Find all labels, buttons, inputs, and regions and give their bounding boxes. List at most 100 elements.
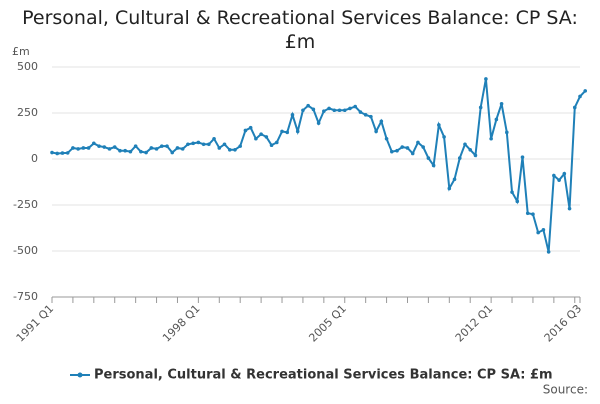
data-point xyxy=(562,171,567,176)
data-point xyxy=(416,140,420,145)
data-point xyxy=(583,89,588,93)
data-point xyxy=(86,146,91,150)
data-point xyxy=(102,145,107,149)
data-point xyxy=(348,106,352,111)
data-point xyxy=(342,108,347,113)
data-point xyxy=(107,147,112,151)
data-point xyxy=(531,212,535,216)
data-point xyxy=(552,173,556,178)
data-point xyxy=(196,140,201,145)
data-point xyxy=(92,141,96,146)
x-tick-label: 1991 Q1 xyxy=(14,302,57,345)
data-point xyxy=(400,145,405,149)
data-point xyxy=(410,151,415,156)
data-point xyxy=(233,148,237,152)
data-point xyxy=(212,136,216,141)
data-point xyxy=(478,105,483,110)
data-point xyxy=(536,230,540,235)
data-point xyxy=(431,163,436,168)
data-point xyxy=(541,228,546,232)
data-point xyxy=(191,141,195,146)
data-point xyxy=(447,186,452,191)
data-point xyxy=(207,142,211,147)
y-tick-label: -250 xyxy=(13,198,38,211)
data-point xyxy=(133,144,138,148)
data-point xyxy=(301,108,305,113)
data-point xyxy=(50,150,54,155)
x-tick-label: 2005 Q1 xyxy=(306,302,349,345)
data-point xyxy=(238,144,242,148)
data-point xyxy=(180,147,185,151)
data-point xyxy=(175,146,180,150)
data-point xyxy=(442,135,446,139)
data-point xyxy=(243,128,248,133)
data-point xyxy=(546,250,551,254)
data-point xyxy=(557,178,561,182)
legend-label: Personal, Cultural & Recreational Servic… xyxy=(94,368,553,383)
data-point xyxy=(259,132,263,136)
x-tick-label: 2012 Q1 xyxy=(453,302,496,345)
data-point xyxy=(186,142,190,147)
data-point xyxy=(520,155,525,159)
source: Source: xyxy=(543,383,588,397)
data-point xyxy=(144,150,148,155)
data-point xyxy=(290,113,295,117)
data-point xyxy=(311,107,316,112)
data-point xyxy=(316,121,321,125)
data-point xyxy=(327,106,331,111)
data-point xyxy=(149,146,154,150)
data-point xyxy=(217,146,222,150)
y-tick-label: -750 xyxy=(13,290,38,303)
data-point xyxy=(60,151,65,155)
data-point xyxy=(112,145,117,149)
data-point xyxy=(421,145,425,149)
y-tick-label: 500 xyxy=(17,60,38,73)
y-tick-label: 0 xyxy=(31,152,38,165)
data-point xyxy=(248,125,253,130)
data-point xyxy=(510,190,514,194)
data-point xyxy=(484,77,488,81)
data-point xyxy=(295,129,300,134)
data-point xyxy=(515,199,520,204)
data-point xyxy=(201,142,206,147)
x-tick-label: 2016 Q3 xyxy=(542,302,585,345)
data-point xyxy=(437,123,441,127)
data-point xyxy=(65,151,70,155)
data-point xyxy=(578,94,582,99)
data-point xyxy=(306,103,310,108)
series-line xyxy=(51,78,586,253)
data-point xyxy=(457,156,462,160)
data-point xyxy=(452,177,457,182)
data-point xyxy=(379,119,384,124)
legend-marker xyxy=(77,372,83,378)
data-point xyxy=(254,136,258,141)
data-point xyxy=(353,104,358,109)
data-point xyxy=(227,148,232,152)
data-point xyxy=(332,108,337,113)
data-point xyxy=(128,149,133,154)
data-point xyxy=(572,105,577,110)
data-point xyxy=(505,130,509,135)
data-point xyxy=(81,146,86,150)
data-point xyxy=(118,148,122,153)
y-tick-label: -500 xyxy=(13,244,38,257)
data-point xyxy=(264,135,269,139)
data-point xyxy=(473,153,478,158)
data-point xyxy=(468,148,473,152)
data-point xyxy=(280,129,284,134)
data-point xyxy=(567,206,572,211)
data-point xyxy=(337,108,342,113)
data-point xyxy=(139,149,143,154)
data-point xyxy=(358,110,363,114)
data-point xyxy=(154,147,159,151)
data-point xyxy=(525,211,530,216)
data-point xyxy=(369,114,373,119)
data-point xyxy=(97,144,101,148)
data-point xyxy=(494,117,499,122)
data-point xyxy=(363,113,368,117)
data-point xyxy=(165,144,169,148)
data-point xyxy=(274,140,279,145)
chart-title: Personal, Cultural & Recreational Servic… xyxy=(22,7,578,53)
x-tick-label: 1998 Q1 xyxy=(160,302,203,345)
